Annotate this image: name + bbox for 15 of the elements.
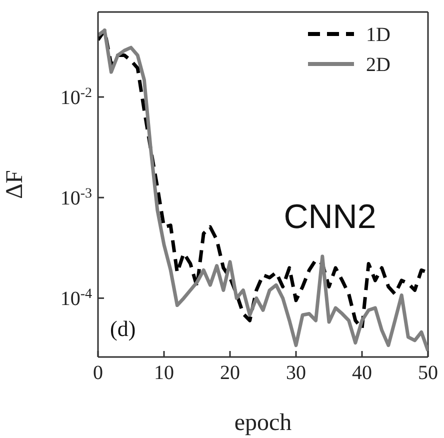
annotation: (d) [110,316,136,341]
y-axis-title: ΔF [2,170,28,199]
legend-label: 2D [366,54,390,76]
y-tick-label: 10$^{-4}$ [60,286,92,310]
x-tick-label: 30 [286,362,306,384]
x-tick-label: 0 [93,362,103,384]
y-tick-label: 10$^{-3}$ [60,186,92,210]
legend-label: 1D [366,24,390,46]
y-tick-label: 10$^{-2}$ [60,86,92,109]
x-tick-label: 40 [352,362,372,384]
x-tick-label: 50 [418,362,438,384]
x-tick-label: 10 [154,362,174,384]
x-tick-label: 20 [220,362,240,384]
x-axis-title: epoch [234,410,292,436]
annotation: CNN2 [284,198,376,236]
